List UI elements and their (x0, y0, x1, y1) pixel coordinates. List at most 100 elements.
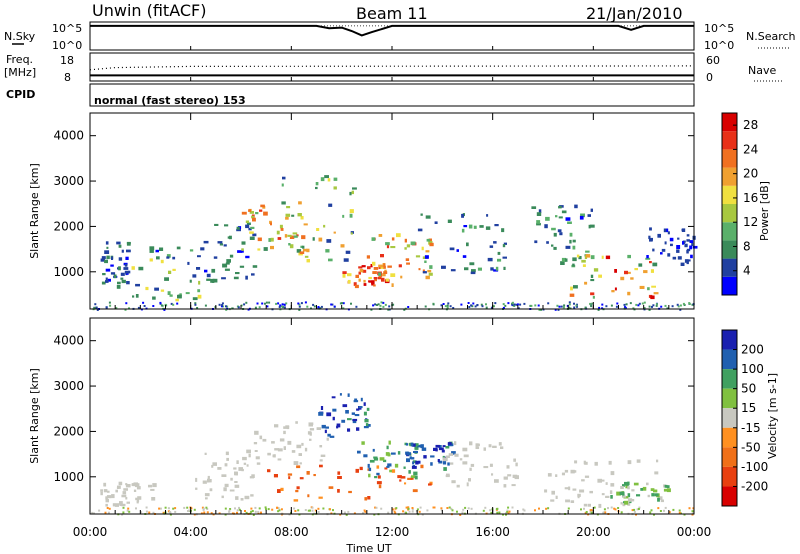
velocity-cell-r1 (235, 496, 239, 500)
velocity-cell-r1 (240, 498, 244, 501)
power-cell-r9 (620, 276, 625, 281)
power-cell-r9 (573, 285, 578, 289)
velocity-scatter-cell (498, 511, 501, 514)
power-cell-r0 (124, 270, 129, 274)
velocity-cell-r6 (433, 448, 438, 451)
velocity-ytick-label-2: 3000 (53, 379, 84, 393)
velocity-scatter-cell (496, 507, 499, 510)
velocity-cell-r0 (150, 488, 155, 491)
velocity-scatter-cell (402, 510, 405, 513)
power-cell-r9 (651, 285, 656, 288)
power-scatter-cell (447, 302, 450, 305)
power-cell-r2 (226, 259, 231, 263)
power-cell-r1 (166, 254, 171, 258)
power-cell-r8 (551, 244, 554, 247)
power-cell-r7 (447, 219, 452, 223)
velocity-cell-r1 (250, 494, 254, 497)
velocity-cell-r3 (273, 474, 278, 478)
power-scatter-cell (504, 304, 507, 307)
power-scatter-cell (467, 302, 470, 304)
velocity-cell-r9 (651, 493, 655, 497)
velocity-cell-r2 (277, 458, 282, 461)
velocity-cell-r7 (500, 446, 504, 449)
velocity-cell-r5 (363, 426, 369, 429)
velocity-scatter-cell (234, 507, 236, 510)
power-cell-r1 (197, 294, 202, 299)
power-scatter-cell (300, 302, 303, 305)
velocity-cell-r8 (597, 478, 602, 483)
power-cell-r0 (126, 249, 131, 253)
velocity-cell-r8 (587, 503, 591, 507)
power-cell-r10 (692, 245, 698, 249)
power-scatter-cell (382, 301, 385, 304)
velocity-cell-r2 (262, 438, 267, 442)
velocity-cell-r0 (125, 483, 128, 486)
velocity-cell-r0 (136, 501, 139, 504)
velocity-cell-r7 (483, 466, 489, 469)
power-cell-r2 (241, 241, 246, 245)
power-panel-frame (89, 112, 695, 310)
power-cell-r2 (229, 235, 232, 240)
velocity-cell-r0 (107, 490, 110, 493)
power-cell-r8 (569, 232, 573, 237)
power-scatter-cell (635, 303, 638, 306)
velocity-scatter-cell (672, 508, 675, 511)
velocity-scatter-cell (375, 506, 378, 509)
power-scatter-cell (563, 304, 566, 307)
velocity-cell-r7 (489, 463, 493, 467)
power-scatter-cell (601, 303, 604, 306)
power-cell-r0 (121, 249, 124, 253)
power-scatter-cell (547, 302, 550, 305)
velocity-cell-r6 (451, 451, 456, 454)
power-cell-r7 (461, 228, 465, 233)
power-cell-r5 (373, 267, 379, 270)
power-cell-r4 (323, 224, 326, 228)
power-cell-r5 (378, 266, 381, 269)
velocity-cell-r5 (366, 424, 371, 427)
velocity-cell-r3 (359, 466, 363, 471)
nsearch-tick-bottom: 10^0 (704, 39, 734, 52)
power-scatter-cell (556, 304, 559, 307)
power-cell-r1 (135, 283, 140, 287)
velocity-cell-r2 (299, 462, 302, 465)
power-cell-r8 (574, 204, 578, 209)
velocity-scatter-cell (593, 506, 596, 509)
velocity-scatter-cell (534, 509, 536, 512)
power-scatter-cell (598, 306, 601, 309)
velocity-cell-r8 (605, 482, 608, 485)
velocity-cell-r9 (636, 494, 641, 497)
velocity-cell-r3 (319, 464, 323, 468)
power-cell-r3 (292, 232, 298, 235)
power-cell-r8 (578, 256, 582, 260)
velocity-cell-r2 (293, 461, 299, 465)
velocity-scatter-cell (456, 510, 458, 513)
power-scatter-cell (392, 303, 395, 306)
velocity-cell-r6 (418, 460, 421, 464)
velocity-cell-r0 (151, 497, 156, 501)
power-cell-r9 (643, 270, 648, 274)
velocity-cell-r2 (309, 432, 312, 436)
velocity-cell-r9 (625, 485, 629, 489)
power-cell-r7 (503, 242, 507, 245)
velocity-cell-r1 (207, 479, 212, 483)
velocity-cell-r3 (296, 465, 301, 469)
velocity-scatter-cell (187, 510, 189, 512)
velocity-cell-r0 (103, 489, 108, 493)
power-cell-r8 (567, 221, 572, 224)
velocity-colorbar-label: Velocity [m s-1] (766, 373, 779, 459)
power-scatter-cell (589, 302, 592, 305)
velocity-scatter-cell (545, 507, 548, 510)
power-cell-r1 (149, 249, 154, 253)
velocity-cell-r1 (241, 468, 244, 472)
power-colorbar: 4 8 12 16 20 24 28 (721, 112, 758, 296)
velocity-cell-r2 (254, 430, 259, 435)
power-scatter-cell (540, 308, 543, 311)
power-cell-r7 (493, 241, 497, 244)
power-cell-r10 (669, 237, 674, 242)
power-scatter-cell (691, 303, 694, 306)
power-cell-r8 (565, 258, 568, 262)
power-scatter-cell (384, 303, 387, 306)
power-cell-r7 (462, 255, 467, 258)
power-cell-r4 (326, 239, 332, 243)
velocity-cell-r1 (233, 467, 237, 470)
